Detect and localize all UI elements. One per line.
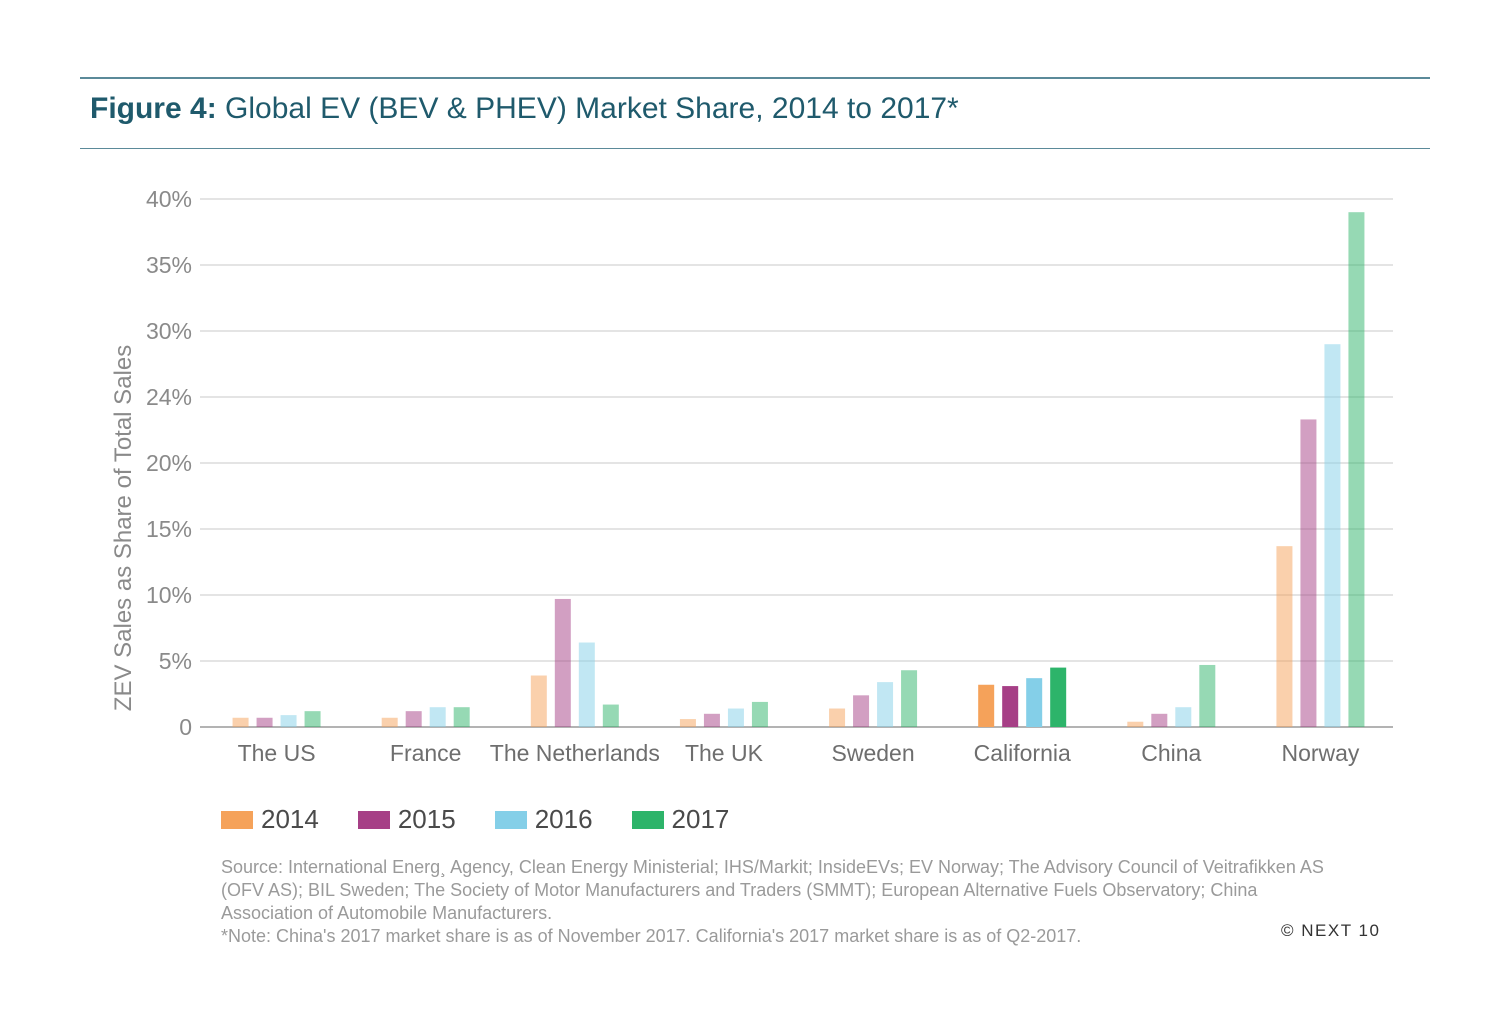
legend-swatch — [631, 810, 664, 829]
bar-2016 — [727, 708, 744, 727]
y-axis-ticks: 0 5% 10% 15% 20% 24% 30% 35% 40% — [146, 186, 192, 740]
bar-2014 — [381, 717, 398, 727]
chart-legend: 2014 2015 2016 2017 — [221, 804, 768, 835]
bar-2016 — [280, 715, 297, 727]
bar-2017 — [453, 707, 470, 727]
legend-swatch — [494, 810, 527, 829]
y-tick-label: 5% — [159, 648, 192, 674]
bar-chart: 05%10%15%20%24%30%35%40% The US France The… — [110, 186, 1393, 766]
bar-2015 — [256, 717, 273, 727]
y-tick-label: 20% — [146, 450, 192, 476]
figure-title: Figure 4: Global EV (BEV & PHEV) Market … — [90, 92, 959, 126]
bar-2016 — [1026, 678, 1043, 727]
bar-2014 — [829, 708, 846, 727]
legend-swatch — [357, 810, 390, 829]
bar-2016 — [877, 682, 894, 727]
y-tick-label: 40% — [146, 186, 192, 212]
source-text: Source: International Energ¸ Agency, Cle… — [221, 857, 1324, 923]
legend-label: 2014 — [261, 804, 319, 834]
x-tick-label: France — [390, 740, 462, 766]
bar-2017 — [1199, 664, 1216, 727]
y-tick-label: 15% — [146, 516, 192, 542]
y-axis-label: ZEV Sales as Share of Total Sales — [110, 345, 137, 711]
legend-item-2016: 2016 — [494, 804, 593, 835]
legend-label: 2017 — [671, 804, 730, 834]
bar-2017 — [602, 704, 619, 727]
bar-2015 — [853, 695, 870, 727]
bar-2017 — [751, 701, 768, 727]
bar-2015 — [703, 713, 720, 727]
legend-item-2015: 2015 — [357, 804, 456, 835]
bar-2015 — [1300, 419, 1317, 727]
legend-item-2017: 2017 — [631, 804, 730, 835]
legend-item-2014: 2014 — [221, 804, 319, 835]
bar-2017 — [1050, 667, 1067, 727]
bar-2016 — [578, 642, 595, 727]
x-tick-label: The UK — [685, 740, 764, 766]
bar-2014 — [978, 684, 995, 727]
bar-2016 — [429, 707, 446, 727]
x-axis-ticks: The US France The Netherlands The UK Sweden C… — [238, 740, 1360, 766]
legend-swatch — [221, 810, 253, 829]
note-text: *Note: China's 2017 market share is as o… — [221, 926, 1082, 946]
y-tick-label: 24% — [146, 384, 192, 410]
bar-2015 — [405, 711, 422, 727]
legend-label: 2016 — [534, 804, 593, 834]
gridlines — [200, 198, 1393, 728]
bar-2017 — [1348, 212, 1365, 727]
x-tick-label: The US — [238, 740, 316, 766]
y-tick-label: 35% — [146, 252, 192, 278]
bar-2014 — [679, 719, 696, 727]
bar-2014 — [530, 675, 547, 727]
x-tick-label: California — [974, 740, 1071, 766]
y-tick-label: 10% — [146, 582, 192, 608]
x-tick-label: China — [1141, 740, 1201, 766]
x-tick-label: The Netherlands — [490, 740, 660, 766]
figure-title-text: Global EV (BEV & PHEV) Market Share, 201… — [216, 92, 959, 125]
bar-2014 — [232, 717, 249, 727]
legend-label: 2015 — [397, 804, 456, 834]
copyright: © NEXT 10 — [1281, 921, 1381, 940]
x-tick-label: Norway — [1281, 740, 1359, 766]
bar-2015 — [554, 598, 571, 727]
bar-2016 — [1324, 344, 1341, 727]
y-tick-label: 0 — [179, 714, 192, 740]
bar-2017 — [304, 711, 321, 727]
bar-2015 — [1151, 713, 1168, 727]
source-notes: Source: International Energ¸ Agency, Cle… — [221, 856, 1331, 948]
top-rule — [80, 77, 1430, 79]
bars — [232, 212, 1365, 727]
figure-number: Figure 4: — [90, 92, 217, 125]
bar-2016 — [1175, 707, 1192, 727]
bar-2017 — [901, 670, 918, 727]
x-tick-label: Sweden — [832, 740, 915, 766]
title-rule — [80, 148, 1430, 149]
y-tick-label: 30% — [146, 318, 192, 344]
bar-2014 — [1276, 546, 1293, 727]
bar-2015 — [1002, 686, 1019, 727]
bar-2014 — [1127, 721, 1144, 727]
